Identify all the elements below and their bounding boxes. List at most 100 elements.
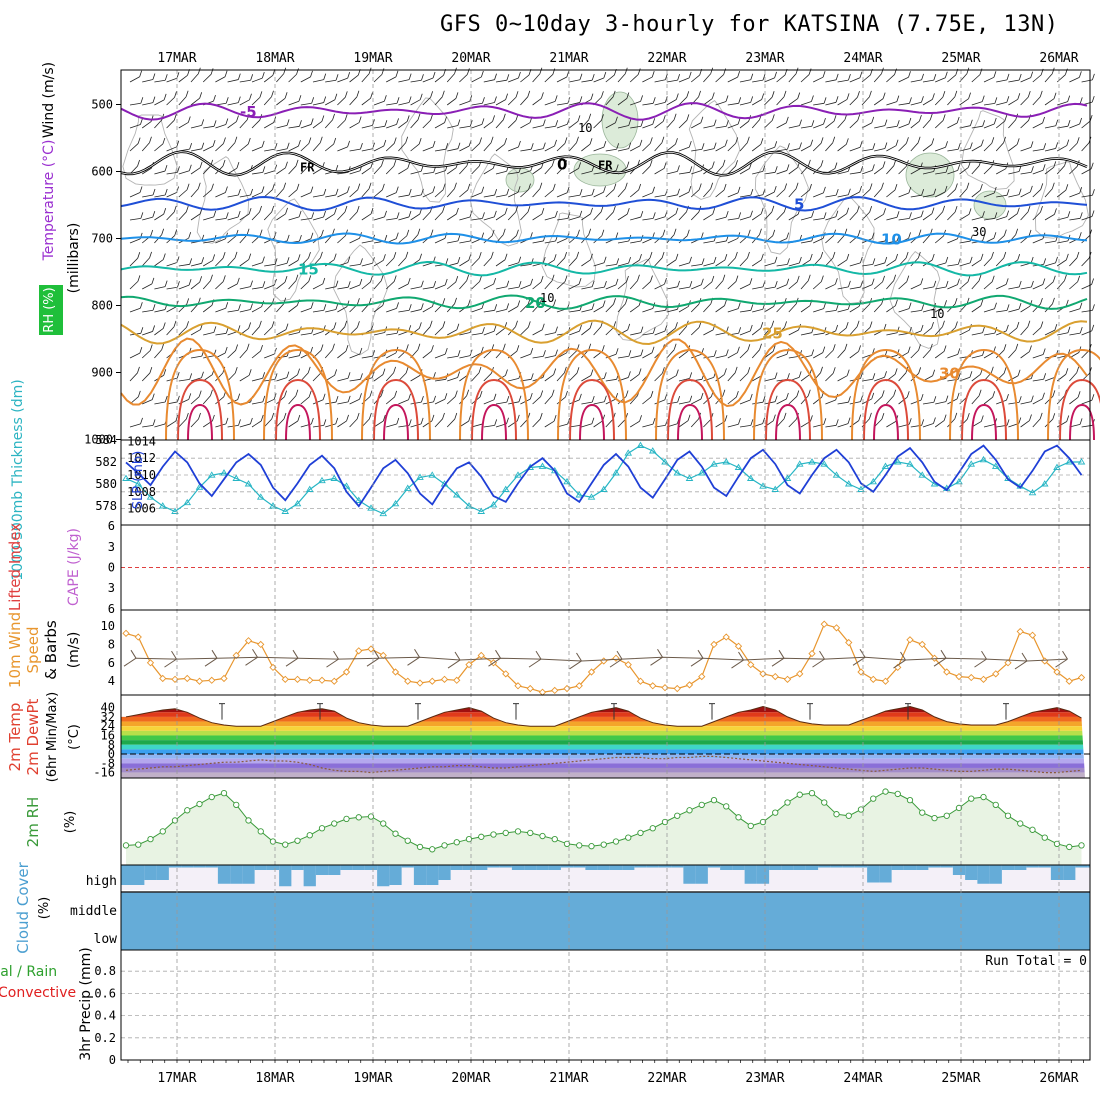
- wind-barb-flag: [772, 345, 776, 352]
- wind-barb-flag: [651, 346, 655, 353]
- high-cloud-bar: [940, 865, 953, 868]
- wind-speed-point: [918, 640, 926, 649]
- wind-barb: [154, 423, 166, 428]
- wind-barb: [727, 217, 739, 221]
- wind-barb-flag: [149, 344, 153, 351]
- wind-barb-flag: [296, 68, 299, 75]
- thickness-point: [636, 441, 645, 448]
- wind-barb-flag: [900, 651, 906, 661]
- wind-barb: [849, 120, 859, 129]
- wind-barb-flag: [466, 389, 470, 396]
- wind-barb-flag: [747, 344, 751, 351]
- wind-barb-flag: [832, 136, 836, 143]
- wind-barb-flag: [689, 372, 693, 379]
- high-cloud-bar: [254, 865, 267, 870]
- wind-barb: [276, 188, 284, 198]
- wind-barb-flag: [323, 188, 327, 196]
- wind-barb: [532, 281, 542, 290]
- wind-barb: [1056, 395, 1065, 405]
- wind-barb-flag: [908, 117, 912, 125]
- thickness-point: [403, 484, 412, 491]
- wind-barb: [434, 170, 446, 175]
- wind-barb-flag: [893, 389, 897, 396]
- wind-barb-flag: [442, 205, 445, 213]
- wind-barb-flag: [359, 347, 363, 355]
- wind-barb: [251, 211, 260, 221]
- wind-barb-flag: [700, 392, 704, 400]
- thickness-point: [759, 482, 767, 489]
- rh2m-label: 2m RH: [24, 797, 42, 848]
- wind-barb: [776, 211, 785, 221]
- wind-barb: [373, 374, 384, 382]
- wind-barb-flag: [1079, 97, 1083, 104]
- wind-barb-flag: [613, 298, 616, 305]
- wind-barb-flag: [222, 252, 226, 259]
- rh-label: 10: [930, 307, 944, 321]
- rh-contour: [889, 250, 941, 349]
- thickness-point: [710, 460, 718, 467]
- wind-barb: [788, 125, 800, 129]
- wind-barb: [715, 240, 727, 244]
- wind-barb: [447, 240, 459, 244]
- wind-barb-flag: [944, 300, 947, 307]
- wind-barb-flag: [1018, 188, 1022, 195]
- wind-barb-flag: [323, 419, 327, 426]
- wind-barb: [800, 280, 809, 290]
- high-cloud-bar: [793, 865, 806, 870]
- wind-barb-flag: [846, 253, 850, 261]
- high-cloud-bar: [511, 865, 525, 870]
- wind-barb: [434, 327, 444, 336]
- high-cloud-bar: [524, 865, 537, 870]
- wind-barb: [690, 189, 700, 198]
- wind-barb-flag: [382, 368, 386, 375]
- high-cloud-bar: [683, 865, 696, 884]
- wind-barb-flag: [982, 326, 985, 333]
- wind-barb: [312, 194, 324, 198]
- wind-barb: [605, 284, 617, 290]
- wind-barb-flag: [356, 412, 360, 420]
- wind-barb-flag: [308, 390, 312, 398]
- wind-barb: [495, 79, 507, 83]
- wind-barb-flag: [920, 210, 924, 217]
- wind-barb: [886, 280, 894, 290]
- wind-barb-flag: [249, 417, 253, 425]
- wind-barb-flag: [929, 113, 933, 120]
- temp-tick-label: -16: [93, 766, 115, 780]
- wind-barb: [861, 418, 870, 428]
- wind-barb-flag: [993, 232, 997, 239]
- wind-barb: [629, 374, 640, 382]
- wind-barb: [678, 96, 688, 106]
- wind-barb-flag: [1003, 251, 1007, 259]
- wind-barb: [434, 353, 446, 359]
- wind-barb: [166, 146, 177, 152]
- temp-band: [121, 716, 1085, 722]
- wind-barb: [1032, 354, 1044, 359]
- wind-barb: [995, 373, 1005, 382]
- wind-tick-label: 4: [108, 674, 115, 688]
- wind-barb-flag: [469, 120, 473, 127]
- wind-barb: [813, 123, 824, 129]
- wind-barb-flag: [420, 280, 424, 287]
- wind-barb: [202, 165, 211, 175]
- wind-barb: [166, 77, 178, 83]
- wind-barb: [873, 213, 884, 221]
- wind-barb: [129, 307, 141, 313]
- wind-barb-flag: [381, 159, 384, 167]
- wind-barb-flag: [1028, 229, 1032, 237]
- wind-barb-flag: [311, 97, 315, 104]
- wind-speed-point: [808, 649, 816, 658]
- thickness-point: [893, 458, 902, 465]
- wind-barb: [642, 423, 654, 428]
- cloud-level-label: middle: [70, 904, 117, 919]
- wind-barb: [764, 77, 775, 83]
- date-label-bottom: 17MAR: [157, 1071, 196, 1086]
- wind-barb: [996, 101, 1007, 106]
- wind-barb: [922, 286, 934, 290]
- wind-barb-flag: [151, 393, 155, 400]
- wind-barb-flag: [213, 210, 217, 217]
- wind-barb: [678, 262, 690, 267]
- rh-point: [257, 828, 264, 835]
- wind-barb: [837, 99, 848, 106]
- y-axis-label: (millibars): [66, 223, 82, 294]
- wind-barb-flag: [737, 302, 741, 309]
